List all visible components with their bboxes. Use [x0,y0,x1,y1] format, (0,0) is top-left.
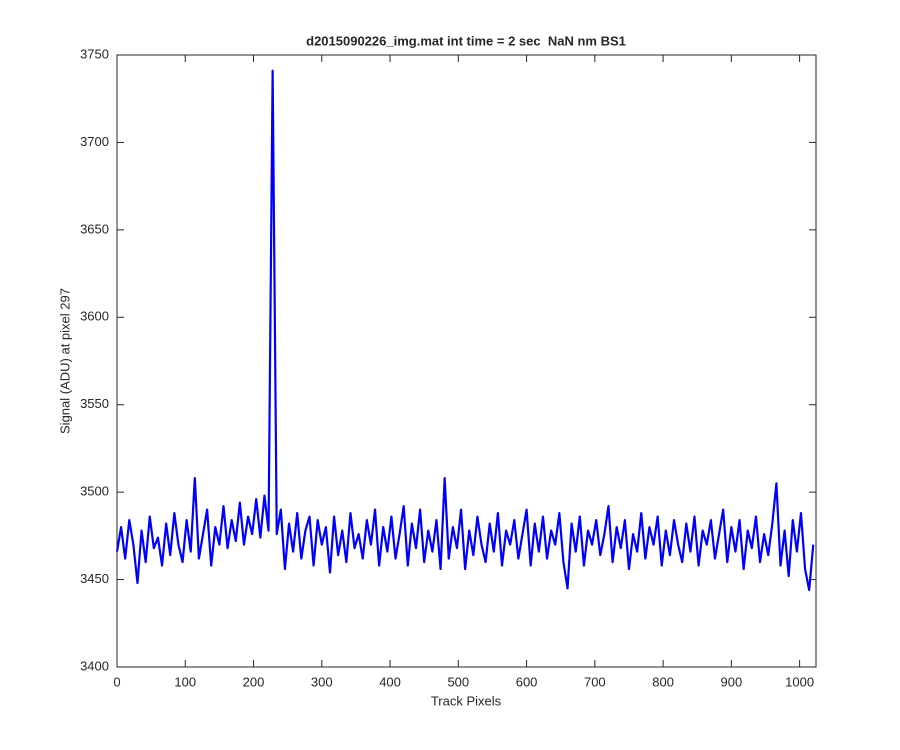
y-tick-label: 3750 [80,46,109,61]
signal-line [115,69,815,592]
y-tick-label: 3650 [80,221,109,236]
y-tick-label: 3550 [80,396,109,411]
y-axis-label: Signal (ADU) at pixel 297 [57,288,72,434]
y-tick-label: 3400 [80,658,109,673]
x-tick-label: 300 [311,674,333,689]
x-tick-label: 400 [379,674,401,689]
x-tick-label: 800 [652,674,674,689]
chart-title: d2015090226_img.mat int time = 2 sec NaN… [306,33,626,48]
x-tick-label: 1000 [785,674,814,689]
y-tick-label: 3600 [80,309,109,324]
y-tick-label: 3450 [80,571,109,586]
x-axis-label: Track Pixels [431,693,502,708]
y-tick-label: 3500 [80,484,109,499]
y-tick-label: 3700 [80,134,109,149]
x-tick-label: 100 [174,674,196,689]
x-tick-label: 900 [721,674,743,689]
x-tick-label: 200 [243,674,265,689]
x-tick-label: 600 [516,674,538,689]
x-tick-label: 700 [584,674,606,689]
axes-box [116,54,817,668]
x-tick-label: 0 [113,674,120,689]
x-tick-label: 500 [447,674,469,689]
